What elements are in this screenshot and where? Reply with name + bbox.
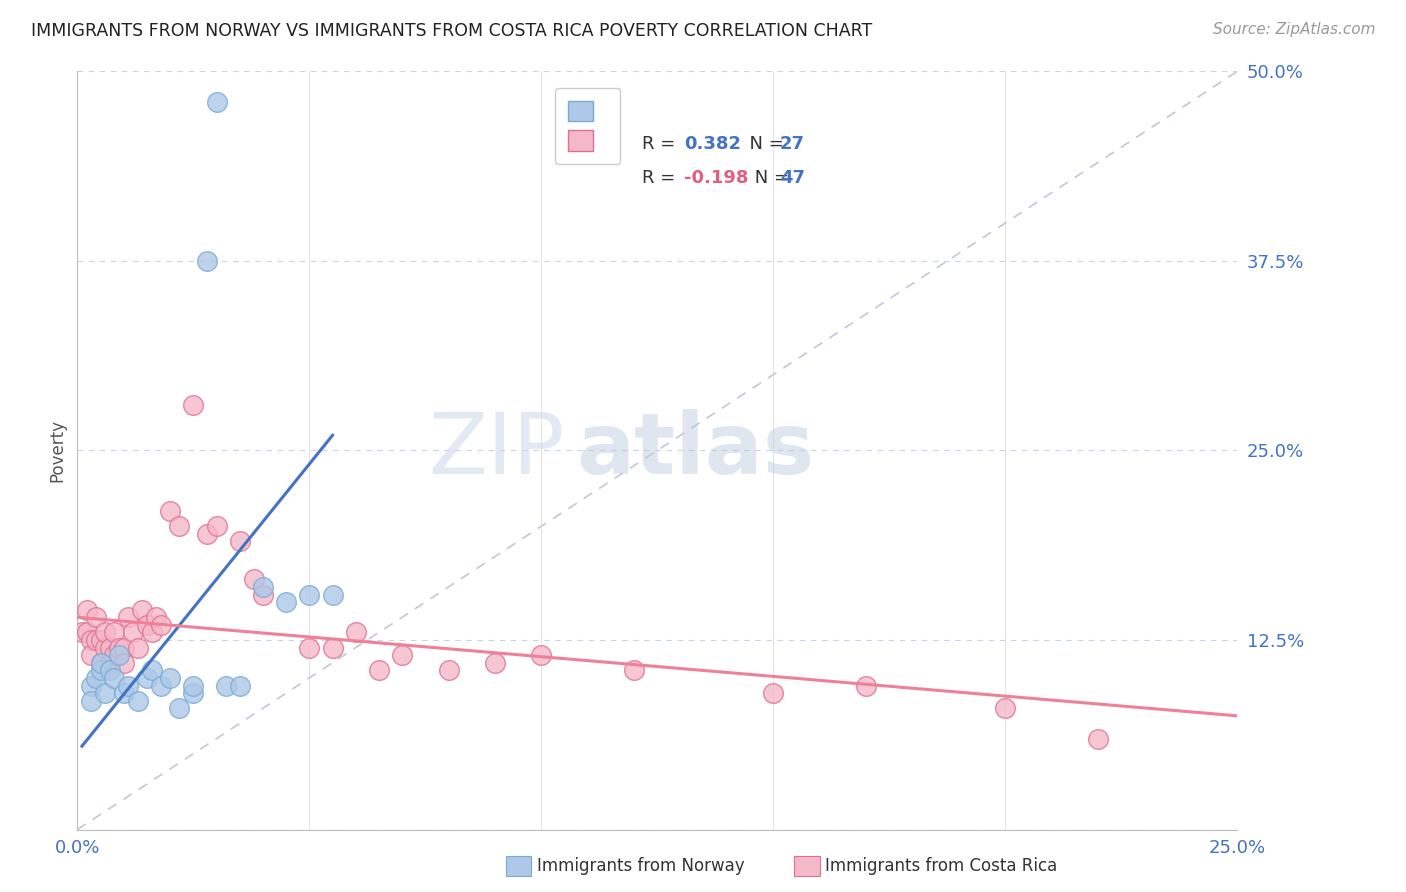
Legend: , : , (555, 88, 620, 164)
Point (215, 678, 238, 692)
Point (252, 588, 274, 602)
Point (127, 640, 149, 655)
Point (183, 678, 205, 692)
Point (80, 648, 103, 662)
Point (298, 640, 321, 655)
Point (321, 588, 344, 602)
Point (228, 534, 252, 549)
Point (112, 656, 135, 670)
Point (90, 633, 111, 648)
Point (437, 664, 460, 678)
Point (183, 686, 205, 700)
Point (159, 671, 181, 685)
Point (228, 678, 252, 692)
Point (98, 640, 121, 655)
Point (84, 633, 107, 648)
Point (344, 625, 367, 640)
Text: 27: 27 (780, 136, 806, 153)
Point (103, 648, 125, 662)
Point (103, 671, 125, 685)
Point (141, 664, 163, 678)
Point (159, 504, 181, 518)
Text: Immigrants from Costa Rica: Immigrants from Costa Rica (825, 857, 1057, 875)
Point (98, 664, 121, 678)
Point (76, 625, 98, 640)
Point (145, 610, 167, 624)
Text: IMMIGRANTS FROM NORWAY VS IMMIGRANTS FROM COSTA RICA POVERTY CORRELATION CHART: IMMIGRANTS FROM NORWAY VS IMMIGRANTS FRO… (31, 22, 872, 40)
Point (122, 625, 145, 640)
Point (103, 625, 125, 640)
Text: R =: R = (643, 169, 681, 186)
Point (623, 664, 645, 678)
Point (205, 519, 228, 533)
Text: N =: N = (738, 136, 789, 153)
Point (149, 617, 172, 632)
Point (90, 656, 111, 670)
Point (855, 678, 877, 692)
Point (149, 678, 172, 692)
Point (94, 625, 117, 640)
Point (298, 588, 321, 602)
Point (117, 610, 139, 624)
Point (195, 253, 218, 268)
Point (90, 656, 111, 670)
Text: 0.382: 0.382 (685, 136, 741, 153)
Point (84, 671, 107, 685)
Point (135, 671, 157, 685)
Point (80, 678, 103, 692)
Point (90, 664, 111, 678)
Point (530, 648, 553, 662)
Point (108, 640, 131, 655)
Point (321, 640, 344, 655)
Point (274, 595, 298, 609)
Text: atlas: atlas (576, 409, 814, 492)
Point (183, 398, 205, 412)
Point (131, 603, 153, 617)
Point (484, 656, 506, 670)
Point (252, 580, 274, 594)
Point (94, 640, 117, 655)
Text: -0.198: -0.198 (685, 169, 749, 186)
Text: Immigrants from Norway: Immigrants from Norway (537, 857, 745, 875)
Point (80, 633, 103, 648)
Point (205, 95, 228, 109)
Text: N =: N = (749, 169, 794, 186)
Point (70, 625, 93, 640)
Point (94, 686, 117, 700)
Point (368, 664, 391, 678)
Point (127, 694, 149, 708)
Point (141, 625, 163, 640)
Point (242, 573, 264, 587)
Point (391, 648, 413, 662)
Text: 47: 47 (780, 169, 806, 186)
Point (169, 519, 191, 533)
Point (80, 694, 103, 708)
Text: ZIP: ZIP (427, 409, 565, 492)
Point (994, 701, 1017, 715)
Point (195, 526, 218, 541)
Point (98, 656, 121, 670)
Text: R =: R = (643, 136, 681, 153)
Text: Source: ZipAtlas.com: Source: ZipAtlas.com (1212, 22, 1375, 37)
Point (117, 678, 139, 692)
Point (112, 686, 135, 700)
Point (135, 617, 157, 632)
Point (169, 701, 191, 715)
Point (1087, 731, 1109, 746)
Y-axis label: Poverty: Poverty (48, 419, 66, 482)
Point (84, 610, 107, 624)
Point (108, 648, 131, 662)
Point (112, 640, 135, 655)
Point (76, 603, 98, 617)
Point (762, 686, 785, 700)
